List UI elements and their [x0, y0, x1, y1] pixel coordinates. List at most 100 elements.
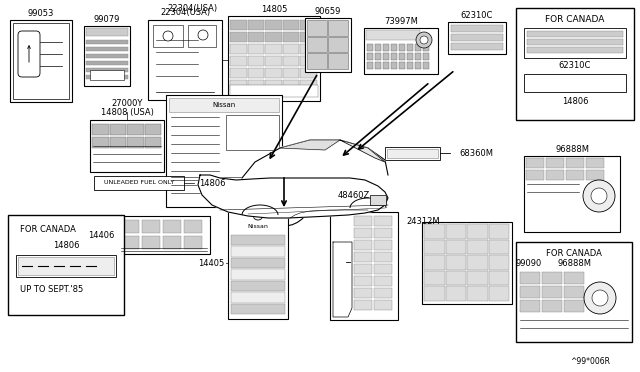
- Text: UNLEADED FUEL ONLY: UNLEADED FUEL ONLY: [104, 180, 174, 186]
- Text: 90659: 90659: [315, 6, 341, 16]
- Bar: [488, 255, 509, 270]
- Bar: [374, 264, 392, 274]
- Bar: [566, 170, 584, 180]
- Text: 14808 (USA): 14808 (USA): [100, 108, 154, 116]
- Bar: [86, 47, 128, 51]
- Text: 96888M: 96888M: [555, 144, 589, 154]
- Bar: [230, 56, 246, 66]
- Bar: [248, 80, 264, 90]
- Bar: [231, 292, 285, 302]
- Bar: [305, 18, 351, 72]
- Bar: [230, 80, 246, 90]
- Bar: [86, 75, 128, 79]
- Bar: [18, 257, 114, 275]
- Text: 62310C: 62310C: [559, 61, 591, 71]
- Bar: [354, 240, 372, 250]
- Text: FOR CANADA: FOR CANADA: [20, 224, 76, 234]
- Circle shape: [583, 180, 615, 212]
- Bar: [488, 224, 509, 238]
- Bar: [354, 288, 372, 298]
- Text: 99053: 99053: [28, 9, 54, 17]
- Bar: [415, 44, 421, 51]
- Text: FOR CANADA: FOR CANADA: [546, 248, 602, 257]
- Bar: [163, 220, 181, 233]
- Bar: [92, 137, 109, 148]
- Polygon shape: [280, 140, 340, 150]
- Bar: [354, 276, 372, 286]
- Text: 68360M: 68360M: [459, 148, 493, 157]
- Bar: [445, 255, 466, 270]
- Bar: [367, 44, 373, 51]
- Bar: [374, 288, 392, 298]
- Bar: [231, 258, 285, 268]
- Bar: [328, 20, 348, 36]
- Bar: [328, 37, 348, 52]
- Bar: [526, 158, 544, 168]
- Text: 96888M: 96888M: [557, 260, 591, 269]
- Bar: [94, 176, 184, 190]
- Bar: [526, 170, 544, 180]
- Bar: [330, 212, 398, 320]
- Bar: [230, 44, 246, 54]
- Bar: [248, 32, 264, 42]
- Circle shape: [163, 31, 173, 41]
- Circle shape: [591, 188, 607, 204]
- Bar: [188, 25, 216, 47]
- Bar: [86, 68, 128, 72]
- Bar: [375, 44, 381, 51]
- Bar: [374, 216, 392, 226]
- Bar: [127, 137, 143, 148]
- Bar: [423, 62, 429, 69]
- Bar: [524, 28, 626, 58]
- Text: Nissan: Nissan: [212, 102, 236, 108]
- Ellipse shape: [256, 166, 312, 226]
- Bar: [467, 255, 488, 270]
- Bar: [520, 272, 540, 284]
- Bar: [407, 53, 413, 60]
- Text: 27000Y: 27000Y: [111, 99, 143, 109]
- Bar: [283, 80, 300, 90]
- Bar: [424, 255, 445, 270]
- Bar: [415, 53, 421, 60]
- Bar: [307, 53, 327, 69]
- Bar: [166, 95, 282, 207]
- Bar: [231, 304, 285, 314]
- Bar: [354, 300, 372, 310]
- Bar: [399, 62, 405, 69]
- Bar: [564, 300, 584, 312]
- Bar: [374, 276, 392, 286]
- Circle shape: [584, 282, 616, 314]
- Bar: [354, 216, 372, 226]
- Text: 99079: 99079: [94, 15, 120, 23]
- Bar: [142, 236, 160, 249]
- Bar: [399, 44, 405, 51]
- Circle shape: [416, 32, 432, 48]
- Bar: [169, 98, 279, 112]
- Bar: [488, 286, 509, 301]
- Bar: [375, 62, 381, 69]
- Text: 14405: 14405: [198, 259, 224, 267]
- Bar: [367, 62, 373, 69]
- Bar: [148, 20, 222, 100]
- Text: 62310C: 62310C: [461, 10, 493, 19]
- Bar: [424, 286, 445, 301]
- Bar: [527, 47, 623, 53]
- Bar: [8, 215, 124, 315]
- FancyBboxPatch shape: [18, 31, 40, 77]
- Text: ^99*006R: ^99*006R: [570, 357, 610, 366]
- Bar: [283, 20, 300, 30]
- Bar: [10, 20, 72, 102]
- Bar: [230, 85, 318, 97]
- Bar: [248, 56, 264, 66]
- Circle shape: [253, 210, 263, 220]
- Text: 14806: 14806: [562, 96, 588, 106]
- Bar: [109, 137, 126, 148]
- Text: FOR CANADA: FOR CANADA: [545, 15, 605, 23]
- Text: 14805: 14805: [261, 4, 287, 13]
- Bar: [385, 147, 440, 160]
- Bar: [231, 246, 285, 257]
- Bar: [546, 170, 564, 180]
- Circle shape: [420, 36, 428, 44]
- Bar: [92, 124, 109, 135]
- Bar: [391, 62, 397, 69]
